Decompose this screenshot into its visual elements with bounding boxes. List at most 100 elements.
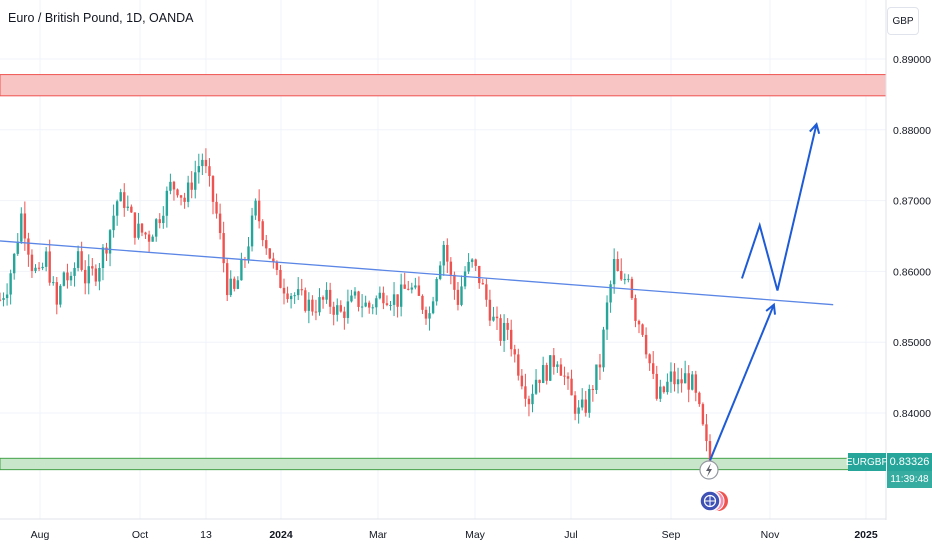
candle-body [581, 399, 584, 408]
candle-body [602, 329, 605, 368]
candle-body [346, 301, 350, 318]
x-tick-label: Aug [31, 529, 50, 541]
candle-body [588, 388, 591, 413]
candle-body [108, 230, 112, 254]
candle-body [456, 289, 460, 305]
candle-body [41, 266, 44, 269]
candle-body [218, 213, 222, 234]
candle-body [481, 283, 484, 285]
candle-body [20, 213, 23, 242]
candle-body [119, 192, 122, 202]
candle-body [549, 355, 552, 381]
descending-trendline[interactable] [0, 240, 834, 306]
time-axis[interactable]: Aug Oct 13 2024 Mar May Jul Sep Nov 2025 [31, 529, 878, 541]
candle-body [186, 182, 190, 202]
economic-events-icon[interactable] [699, 490, 728, 512]
y-tick-label: 0.86000 [893, 266, 931, 278]
candle-body [371, 307, 374, 309]
candle-body [439, 265, 442, 279]
candle-body [659, 386, 662, 399]
candle-body [701, 404, 705, 425]
candle-body [233, 278, 236, 289]
candle-body [215, 201, 218, 214]
candle-body [627, 278, 630, 280]
candle-body [311, 299, 314, 312]
projection-arrows[interactable] [709, 122, 821, 461]
candle-body [314, 311, 318, 313]
candle-body [137, 223, 140, 238]
candle-body [183, 197, 186, 202]
projection-path[interactable] [709, 304, 775, 461]
x-tick-label: Jul [564, 529, 577, 541]
candle-body [211, 176, 215, 202]
candle-body [584, 399, 587, 413]
candle-body [254, 200, 257, 216]
candle-body [556, 364, 559, 367]
candle-body [165, 190, 169, 216]
candle-body [321, 297, 325, 300]
candle-body [240, 259, 243, 281]
candle-body [446, 244, 449, 262]
candle-body [48, 251, 51, 283]
candle-body [140, 223, 144, 233]
candle-body [62, 272, 66, 286]
candle-body [676, 379, 680, 385]
candle-body [499, 318, 502, 341]
candle-body [275, 261, 279, 270]
candle-body [176, 189, 179, 196]
candle-body [527, 398, 531, 405]
candle-body [339, 305, 342, 312]
currency-selector[interactable]: GBP [887, 7, 919, 35]
candle-body [286, 293, 289, 300]
candle-body [279, 269, 282, 288]
candle-body [510, 329, 513, 350]
candle-body [293, 295, 296, 297]
candle-body [147, 234, 151, 242]
candle-body [194, 172, 197, 190]
candle-body [573, 395, 577, 414]
candle-body [343, 311, 346, 318]
candle-body [389, 304, 392, 306]
event-marker-icon[interactable] [699, 460, 719, 480]
candle-body [577, 407, 580, 414]
candle-body [563, 375, 566, 377]
projection-path[interactable] [741, 123, 818, 291]
candle-body [5, 294, 9, 299]
candle-body [115, 201, 119, 216]
candle-body [673, 371, 676, 385]
candle-body [190, 182, 193, 190]
support-zone[interactable] [0, 457, 887, 471]
candle-body [431, 301, 435, 314]
candle-body [325, 289, 328, 300]
candlestick-series [0, 148, 712, 470]
candle-body [435, 278, 438, 302]
candle-body [23, 213, 27, 239]
candle-body [605, 302, 609, 330]
candle-body [644, 334, 648, 355]
candle-body [2, 298, 5, 300]
chart-title: Euro / British Pound, 1D, OANDA [8, 11, 194, 25]
candle-body [382, 292, 385, 304]
resistance-zone[interactable] [0, 74, 887, 97]
candle-body [652, 363, 655, 374]
candle-body [442, 244, 445, 266]
candle-body [417, 285, 421, 296]
price-axis[interactable]: 0.89000 0.88000 0.87000 0.86000 0.85000 0.840… [893, 54, 931, 420]
candle-body [162, 215, 165, 224]
candle-body [353, 291, 357, 296]
candle-body [414, 285, 417, 288]
candle-body [630, 278, 634, 299]
candle-body [559, 364, 563, 376]
candle-body [94, 268, 98, 282]
candle-body [197, 166, 200, 173]
candle-body [368, 302, 371, 308]
x-tick-label: 13 [200, 529, 212, 541]
candle-body [52, 282, 55, 284]
candle-body [683, 373, 687, 384]
candle-body [385, 303, 389, 305]
candle-body [463, 271, 467, 287]
candle-body [655, 373, 658, 399]
candle-body [492, 316, 495, 321]
candle-body [172, 181, 176, 190]
